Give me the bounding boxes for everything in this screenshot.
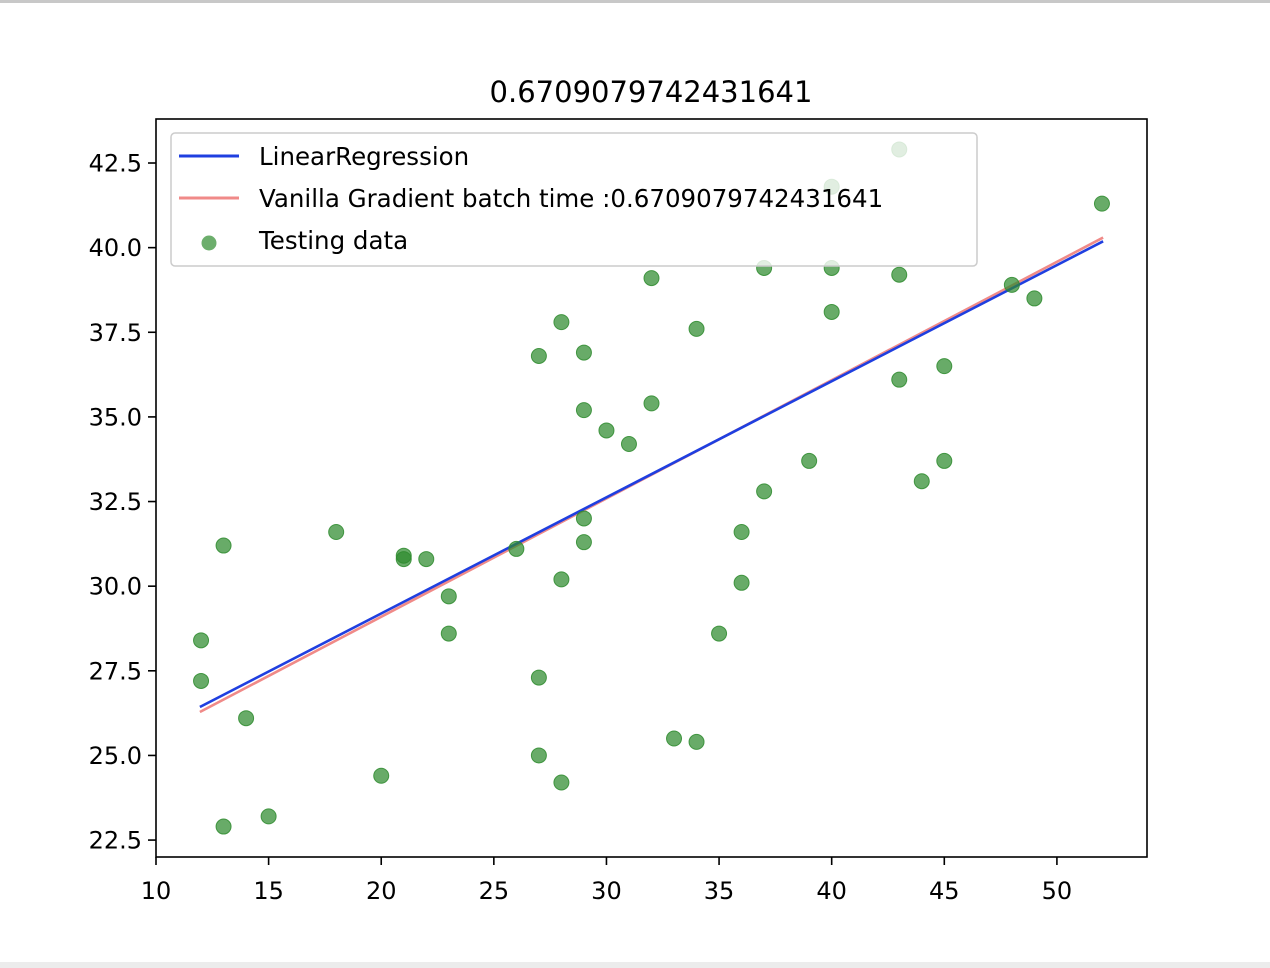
x-tick-label: 35 <box>704 877 735 905</box>
scatter-point <box>756 483 773 500</box>
scatter-point <box>215 818 232 835</box>
scatter-point <box>1003 276 1020 293</box>
linear-regression-line <box>199 240 1104 709</box>
scatter-point <box>891 266 908 283</box>
scatter-point <box>530 747 547 764</box>
scatter-point <box>328 524 345 541</box>
scatter-point <box>215 537 232 554</box>
legend-label-linear-regression: LinearRegression <box>259 142 469 171</box>
scatter-point <box>643 270 660 287</box>
scatter-point <box>666 730 683 747</box>
plot-frame <box>155 118 1148 858</box>
regression-lines <box>199 236 1104 714</box>
scatter-point <box>260 808 277 825</box>
scatter-point <box>575 534 592 551</box>
scatter-point <box>936 358 953 375</box>
scatter-point <box>575 344 592 361</box>
window-bottom-border <box>0 962 1270 968</box>
y-tick-label: 37.5 <box>89 319 142 347</box>
scatter-point <box>711 625 728 642</box>
scatter-point <box>530 347 547 364</box>
scatter-point <box>373 767 390 784</box>
scatter-point <box>575 402 592 419</box>
chart-title: 0.6709079742431641 <box>490 75 813 109</box>
legend-swatch-testing-data <box>201 235 217 251</box>
x-tick-label: 45 <box>929 877 960 905</box>
legend: LinearRegression Vanilla Gradient batch … <box>170 132 978 267</box>
y-axis: 22.5 25.0 27.5 30.0 32.5 35.0 37.5 40.0 42.5 <box>89 150 156 855</box>
scatter-point <box>395 551 412 568</box>
scatter-point <box>508 540 525 557</box>
scatter-point <box>193 632 210 649</box>
scatter-point <box>891 371 908 388</box>
x-tick-label: 30 <box>591 877 622 905</box>
scatter-point <box>553 774 570 791</box>
scatter-point <box>913 473 930 490</box>
scatter-point <box>643 395 660 412</box>
scatter-point <box>620 435 637 452</box>
scatter-point <box>823 303 840 320</box>
legend-label-vanilla-gradient: Vanilla Gradient batch time :0.670907974… <box>259 184 883 213</box>
scatter-point <box>688 733 705 750</box>
scatter-point <box>801 452 818 469</box>
x-tick-label: 25 <box>479 877 510 905</box>
y-tick-label: 35.0 <box>89 403 142 431</box>
y-tick-label: 42.5 <box>89 150 142 178</box>
x-tick-label: 10 <box>141 877 172 905</box>
scatter-point <box>688 320 705 337</box>
y-tick-label: 22.5 <box>89 827 142 855</box>
y-tick-label: 30.0 <box>89 573 142 601</box>
scatter-point <box>440 588 457 605</box>
x-tick-label: 20 <box>366 877 397 905</box>
window-top-border <box>0 0 1270 3</box>
x-tick-label: 40 <box>816 877 847 905</box>
scatter-point <box>575 510 592 527</box>
scatter-point <box>733 574 750 591</box>
scatter-point <box>238 710 255 727</box>
scatter-point <box>530 669 547 686</box>
y-tick-label: 32.5 <box>89 488 142 516</box>
scatter-point <box>193 672 210 689</box>
scatter-point <box>440 625 457 642</box>
legend-label-testing-data: Testing data <box>258 226 408 255</box>
x-tick-label: 15 <box>253 877 284 905</box>
x-tick-label: 50 <box>1042 877 1073 905</box>
scatter-point <box>418 551 435 568</box>
scatter-point <box>936 452 953 469</box>
scatter-point <box>1026 290 1043 307</box>
x-axis: 10 15 20 25 30 35 40 45 50 <box>141 857 1072 905</box>
y-tick-label: 40.0 <box>89 234 142 262</box>
scatter-point <box>553 571 570 588</box>
legend-box <box>170 132 978 267</box>
y-tick-label: 27.5 <box>89 657 142 685</box>
scatter-point <box>733 524 750 541</box>
y-tick-label: 25.0 <box>89 742 142 770</box>
scatter-point <box>553 314 570 331</box>
scatter-point <box>598 422 615 439</box>
scatter-point <box>1093 195 1110 212</box>
